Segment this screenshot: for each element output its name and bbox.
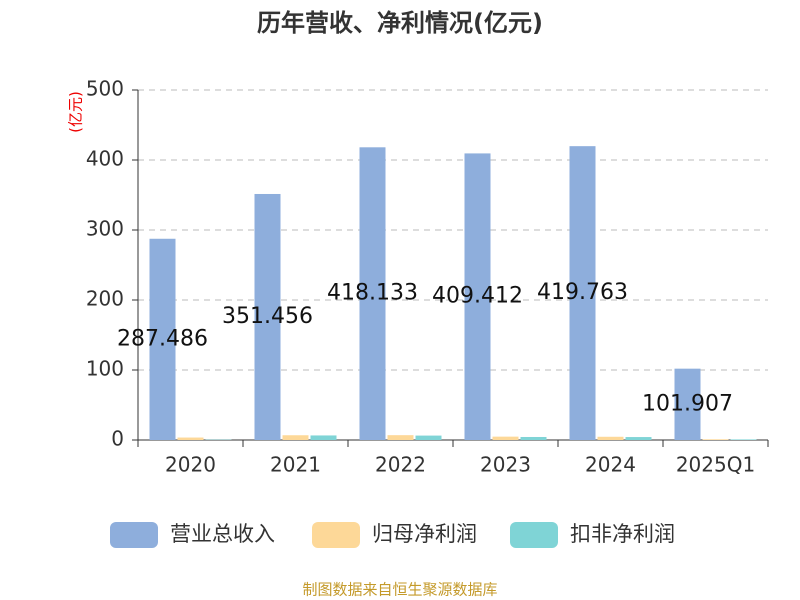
- chart-title: 历年营收、净利情况(亿元): [257, 9, 543, 37]
- x-tick-label: 2023: [480, 453, 531, 477]
- y-tick-label: 400: [86, 147, 124, 171]
- legend-swatch: [312, 522, 360, 548]
- value-label: 287.486: [117, 326, 208, 351]
- legend-label: 扣非净利润: [570, 522, 675, 546]
- y-tick-label: 500: [86, 77, 124, 101]
- y-axis-label: (亿元): [67, 91, 85, 133]
- x-tick-label: 2025Q1: [676, 453, 755, 477]
- legend-label: 营业总收入: [170, 522, 275, 546]
- legend-swatch: [510, 522, 558, 548]
- value-label: 418.133: [327, 281, 418, 306]
- legend-swatch: [110, 522, 158, 548]
- x-tick-label: 2024: [585, 453, 636, 477]
- bar: [569, 146, 596, 440]
- value-label: 351.456: [222, 304, 313, 329]
- bar: [492, 436, 519, 440]
- x-tick-label: 2022: [375, 453, 426, 477]
- bar: [730, 439, 757, 440]
- y-tick-label: 100: [86, 357, 124, 381]
- legend-label: 归母净利润: [372, 522, 477, 546]
- bar: [464, 153, 491, 440]
- value-label: 101.907: [642, 391, 733, 416]
- bar: [415, 435, 442, 440]
- bar: [177, 437, 204, 440]
- bar: [674, 368, 701, 440]
- bar: [702, 439, 729, 440]
- bar: [597, 436, 624, 440]
- value-label: 409.412: [432, 284, 523, 309]
- source-note: 制图数据来自恒生聚源数据库: [302, 581, 497, 599]
- y-tick-label: 0: [111, 427, 124, 451]
- x-tick-label: 2021: [270, 453, 321, 477]
- bar: [359, 147, 386, 441]
- bar: [149, 238, 176, 440]
- bar: [310, 435, 337, 440]
- bar: [625, 437, 652, 440]
- bar: [254, 193, 281, 440]
- bar: [387, 435, 414, 440]
- value-label: 419.763: [537, 280, 628, 305]
- y-tick-label: 300: [86, 217, 124, 241]
- x-tick-label: 2020: [165, 453, 216, 477]
- bar: [520, 436, 547, 440]
- y-tick-label: 200: [86, 287, 124, 311]
- bar: [282, 435, 309, 440]
